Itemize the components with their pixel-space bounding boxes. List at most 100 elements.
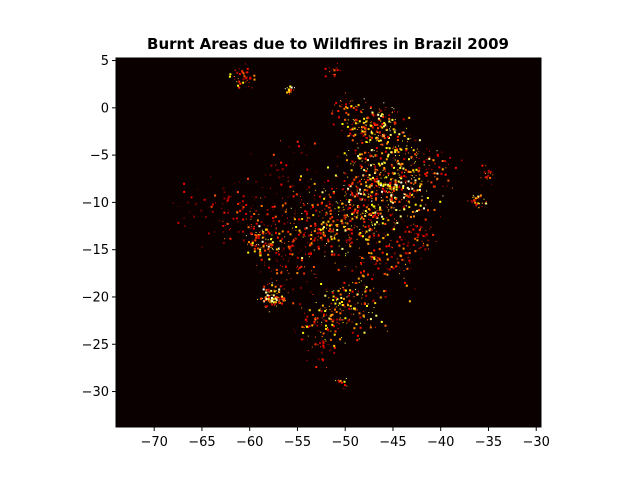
burnt-pixel [430,200,432,202]
burnt-pixel [363,193,366,196]
burnt-pixel [329,229,331,231]
burnt-pixel [391,213,393,215]
burnt-pixel [330,223,333,226]
burnt-pixel [408,259,411,262]
burnt-pixel [227,211,229,214]
burnt-pixel [439,200,442,203]
burnt-pixel [393,130,395,132]
x-tick-label: −65 [188,435,215,450]
burnt-pixel [398,200,401,203]
burnt-pixel [241,70,244,73]
burnt-pixel [427,209,429,212]
burnt-pixel [333,352,336,354]
burnt-pixel [319,228,322,231]
burnt-pixel [393,228,396,231]
burnt-pixel [223,211,226,214]
burnt-pixel [267,253,270,256]
burnt-pixel [345,214,348,217]
burnt-pixel [264,261,266,263]
burnt-pixel [344,222,346,224]
burnt-pixel [350,169,353,172]
burnt-pixel [347,113,350,116]
burnt-pixel [316,203,319,206]
burnt-pixel [222,225,225,227]
burnt-pixel [340,200,342,201]
burnt-pixel [256,219,259,222]
burnt-pixel [360,166,363,168]
burnt-pixel [277,284,279,286]
burnt-pixel [390,184,392,185]
burnt-pixel [267,225,269,227]
burnt-pixel [352,106,355,109]
burnt-pixel [302,233,305,236]
burnt-pixel [377,162,380,165]
burnt-pixel [396,149,398,152]
burnt-pixel [331,229,334,232]
burnt-pixel [345,216,347,218]
burnt-pixel [267,283,269,285]
burnt-pixel [491,171,493,173]
burnt-pixel [364,288,366,290]
burnt-pixel [351,192,354,195]
burnt-pixel [343,225,345,228]
burnt-pixel [436,173,438,175]
burnt-pixel [375,137,378,140]
burnt-pixel [382,116,385,119]
burnt-pixel [276,280,278,282]
burnt-pixel [393,172,396,175]
burnt-pixel [412,228,415,231]
burnt-pixel [362,130,365,133]
burnt-pixel [478,207,480,209]
burnt-pixel [330,318,332,321]
burnt-pixel [333,237,336,240]
burnt-pixel [313,239,316,242]
burnt-pixel [365,120,368,123]
burnt-pixel [369,318,372,321]
burnt-pixel [320,238,323,241]
burnt-pixel [241,204,243,206]
burnt-pixel [417,153,419,155]
burnt-pixel [289,185,292,188]
burnt-pixel [341,304,344,306]
burnt-pixel [334,174,337,177]
burnt-pixel [396,240,399,243]
burnt-pixel [331,236,333,238]
burnt-pixel [387,245,390,247]
burnt-pixel [427,248,429,250]
burnt-pixel [491,184,492,186]
burnt-pixel [235,69,237,71]
burnt-pixel [382,193,384,195]
burnt-pixel [390,206,393,209]
burnt-pixel [317,247,320,250]
burnt-pixel [374,302,377,305]
burnt-pixel [339,380,341,382]
burnt-pixel [392,148,394,150]
burnt-pixel [308,191,310,193]
burnt-pixel [405,263,406,265]
burnt-pixel [372,233,374,235]
burnt-pixel [290,91,292,93]
burnt-pixel [278,250,279,252]
x-tick-label: −35 [475,435,502,450]
burnt-pixel [245,218,247,220]
burnt-pixel [356,238,358,240]
burnt-pixel [379,263,381,265]
burnt-pixel [386,207,388,209]
burnt-pixel [381,209,383,211]
burnt-pixel [416,151,417,153]
burnt-pixel [337,165,338,167]
burnt-pixel [412,163,414,165]
burnt-pixel [381,152,384,155]
burnt-pixel [230,196,232,198]
burnt-pixel [352,206,353,207]
burnt-pixel [224,238,226,240]
burnt-pixel [237,230,240,233]
burnt-pixel [472,194,474,196]
burnt-pixel [366,238,369,241]
burnt-pixel [273,205,276,208]
burnt-pixel [297,269,299,271]
burnt-pixel [407,241,410,244]
burnt-pixel [314,195,316,196]
burnt-pixel [286,87,288,89]
burnt-pixel [402,140,403,142]
